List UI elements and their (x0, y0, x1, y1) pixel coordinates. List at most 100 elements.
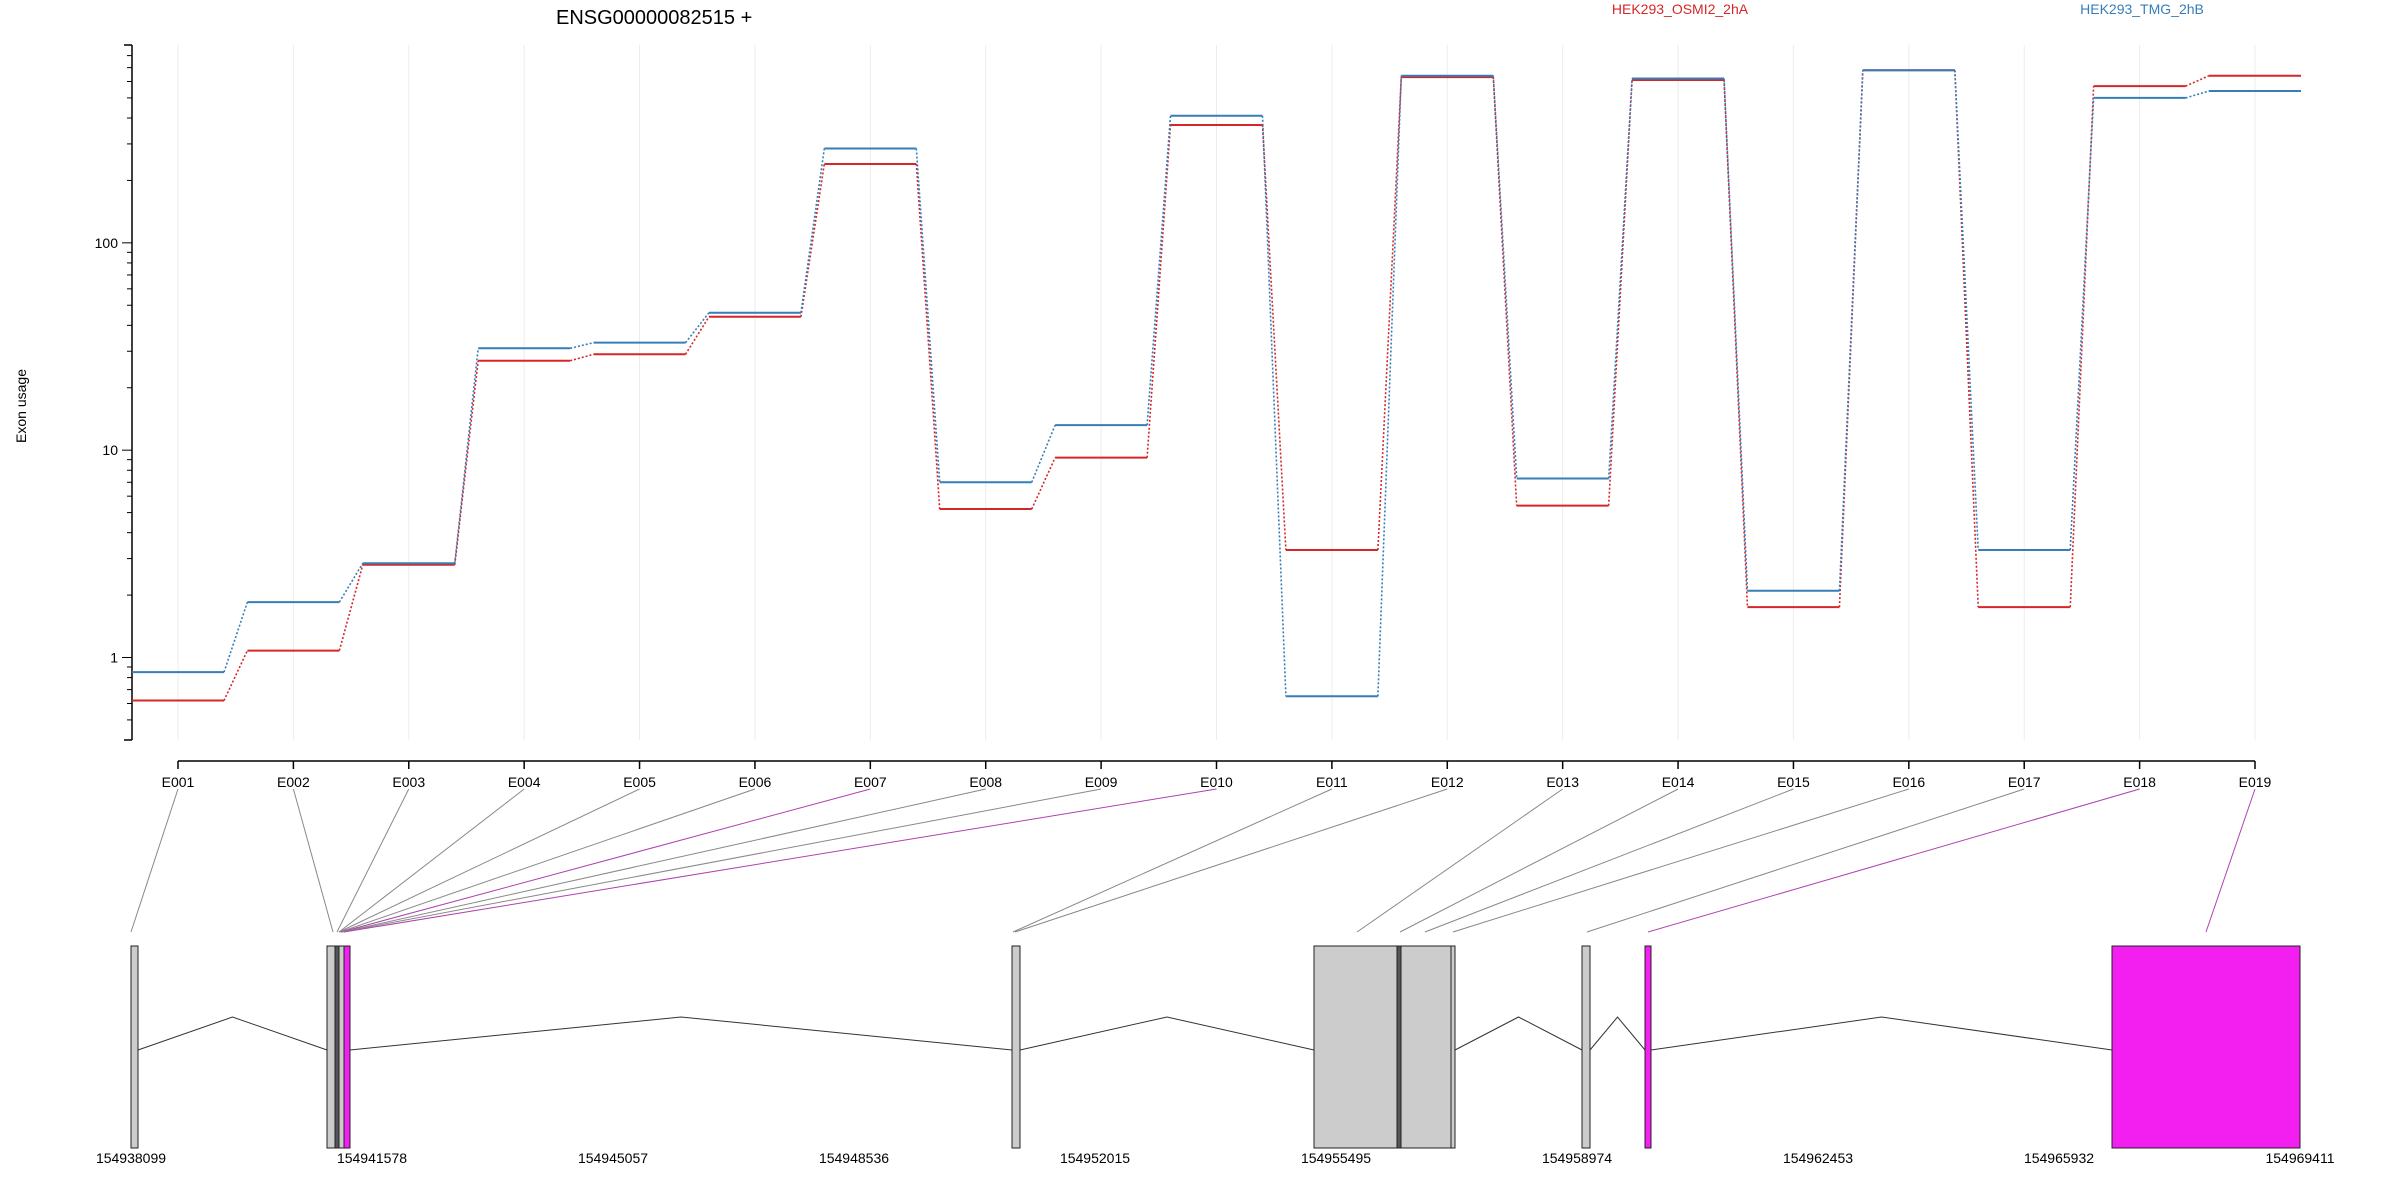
exon-box (338, 945, 345, 1149)
x-tick-label: E016 (1892, 774, 1925, 790)
coordinate-label: 154955495 (1301, 1150, 1371, 1166)
exon-box (1313, 945, 1398, 1149)
segment-connector (1492, 75, 1518, 479)
x-tick-label: E019 (2239, 774, 2272, 790)
x-tick-label: E010 (1200, 774, 1233, 790)
segment-connector (1030, 457, 1056, 510)
segment-connector (569, 353, 594, 362)
intron-line (1454, 1016, 1583, 1051)
x-tick-label: E001 (162, 774, 195, 790)
segment-connector (1261, 124, 1287, 551)
segment-connector (2185, 74, 2210, 87)
segment-connector (2069, 86, 2095, 608)
exon-box (130, 945, 139, 1149)
exon-connector (292, 788, 334, 933)
x-tick-label: E006 (739, 774, 772, 790)
chart-title: ENSG00000082515 + (556, 7, 752, 29)
segment-connector (1261, 115, 1287, 697)
coordinate-label: 154965932 (2024, 1150, 2094, 1166)
exon-connector (339, 788, 756, 933)
segment-connector (1377, 77, 1403, 551)
genomic-coordinates: 154938099 154941578 154945057 154948536 1549… (96, 1150, 2335, 1166)
exon-connector (338, 788, 525, 933)
series-lines (132, 69, 2301, 702)
exon-connector (130, 788, 179, 933)
exon-connector (1424, 788, 1794, 933)
segment-connector (2069, 97, 2095, 551)
segment-connector (1723, 78, 1749, 591)
segment-connector (684, 312, 710, 344)
x-tick-label: E014 (1662, 774, 1695, 790)
intron-line (1019, 1016, 1315, 1051)
coordinate-label: 154958974 (1542, 1150, 1612, 1166)
grid-lines (177, 45, 2256, 740)
segment-connector (1377, 75, 1403, 697)
segment-connector (223, 650, 249, 701)
coordinate-label: 154962453 (1783, 1150, 1853, 1166)
exon-connector (1012, 788, 1333, 933)
exon-box (2111, 945, 2301, 1149)
coordinate-label: 154969411 (2265, 1150, 2334, 1166)
segment-connector (1607, 78, 1633, 479)
exon-connector (340, 788, 871, 933)
exon-box (1644, 945, 1652, 1149)
y-axis: 1 10 100 (95, 44, 133, 741)
segment-connector (223, 601, 249, 673)
intron-line (349, 1016, 1013, 1051)
legend-tmg: HEK293_TMG_2hB (2080, 1, 2204, 17)
exon-connector (1586, 788, 2025, 933)
x-tick-label: E015 (1777, 774, 1810, 790)
segment-connector (453, 348, 479, 564)
segment-connector (1146, 115, 1172, 426)
x-tick-label: E013 (1546, 774, 1579, 790)
exon-box (1396, 945, 1402, 1149)
exon-connector (1647, 788, 2140, 933)
coordinate-label: 154941578 (337, 1150, 407, 1166)
intron-line (1589, 1016, 1646, 1051)
x-tick-label: E011 (1316, 774, 1348, 790)
exon-connector (341, 788, 986, 933)
exon-box (343, 945, 351, 1149)
exon-connector (338, 788, 640, 933)
x-axis: E001 E002 E003 E004 E005 E006 E007 E008 E009 E010… (162, 760, 2272, 790)
x-tick-label: E017 (2008, 774, 2041, 790)
exon-box (1450, 945, 1456, 1149)
exon-connectors (130, 788, 2256, 933)
segment-connector (569, 341, 594, 350)
series-1 (132, 69, 2301, 698)
exon-connector (1356, 788, 1563, 933)
x-tick-label: E003 (392, 774, 425, 790)
exon-box (1400, 945, 1452, 1149)
y-tick-label: 10 (102, 442, 118, 458)
segment-connector (338, 562, 364, 603)
coordinate-label: 154952015 (1060, 1150, 1130, 1166)
x-tick-label: E002 (277, 774, 310, 790)
exon-connector (341, 788, 1102, 933)
intron-line (137, 1016, 328, 1051)
exon-box (1581, 945, 1591, 1149)
coordinate-label: 154948536 (819, 1150, 889, 1166)
exon-connector (343, 788, 1217, 933)
segment-connector (2185, 90, 2210, 99)
gene-model (130, 945, 2301, 1149)
coordinate-label: 154945057 (578, 1150, 648, 1166)
exon-connector (1014, 788, 1448, 933)
exon-connector (336, 788, 410, 933)
segment-connector (338, 564, 364, 651)
y-tick-label: 100 (95, 235, 119, 251)
exon-box (326, 945, 336, 1149)
segment-connector (1492, 77, 1518, 506)
segment-connector (684, 316, 710, 355)
x-tick-label: E007 (854, 774, 887, 790)
x-tick-label: E005 (623, 774, 656, 790)
x-tick-label: E018 (2123, 774, 2156, 790)
coordinate-label: 154938099 (96, 1150, 166, 1166)
exon-connector (2205, 788, 2256, 933)
segment-connector (915, 148, 941, 483)
exon-connector (1399, 788, 1679, 933)
segment-connector (915, 163, 941, 510)
segment-connector (1146, 124, 1172, 458)
segment-connector (800, 163, 826, 317)
exon-connector (1452, 788, 1909, 933)
